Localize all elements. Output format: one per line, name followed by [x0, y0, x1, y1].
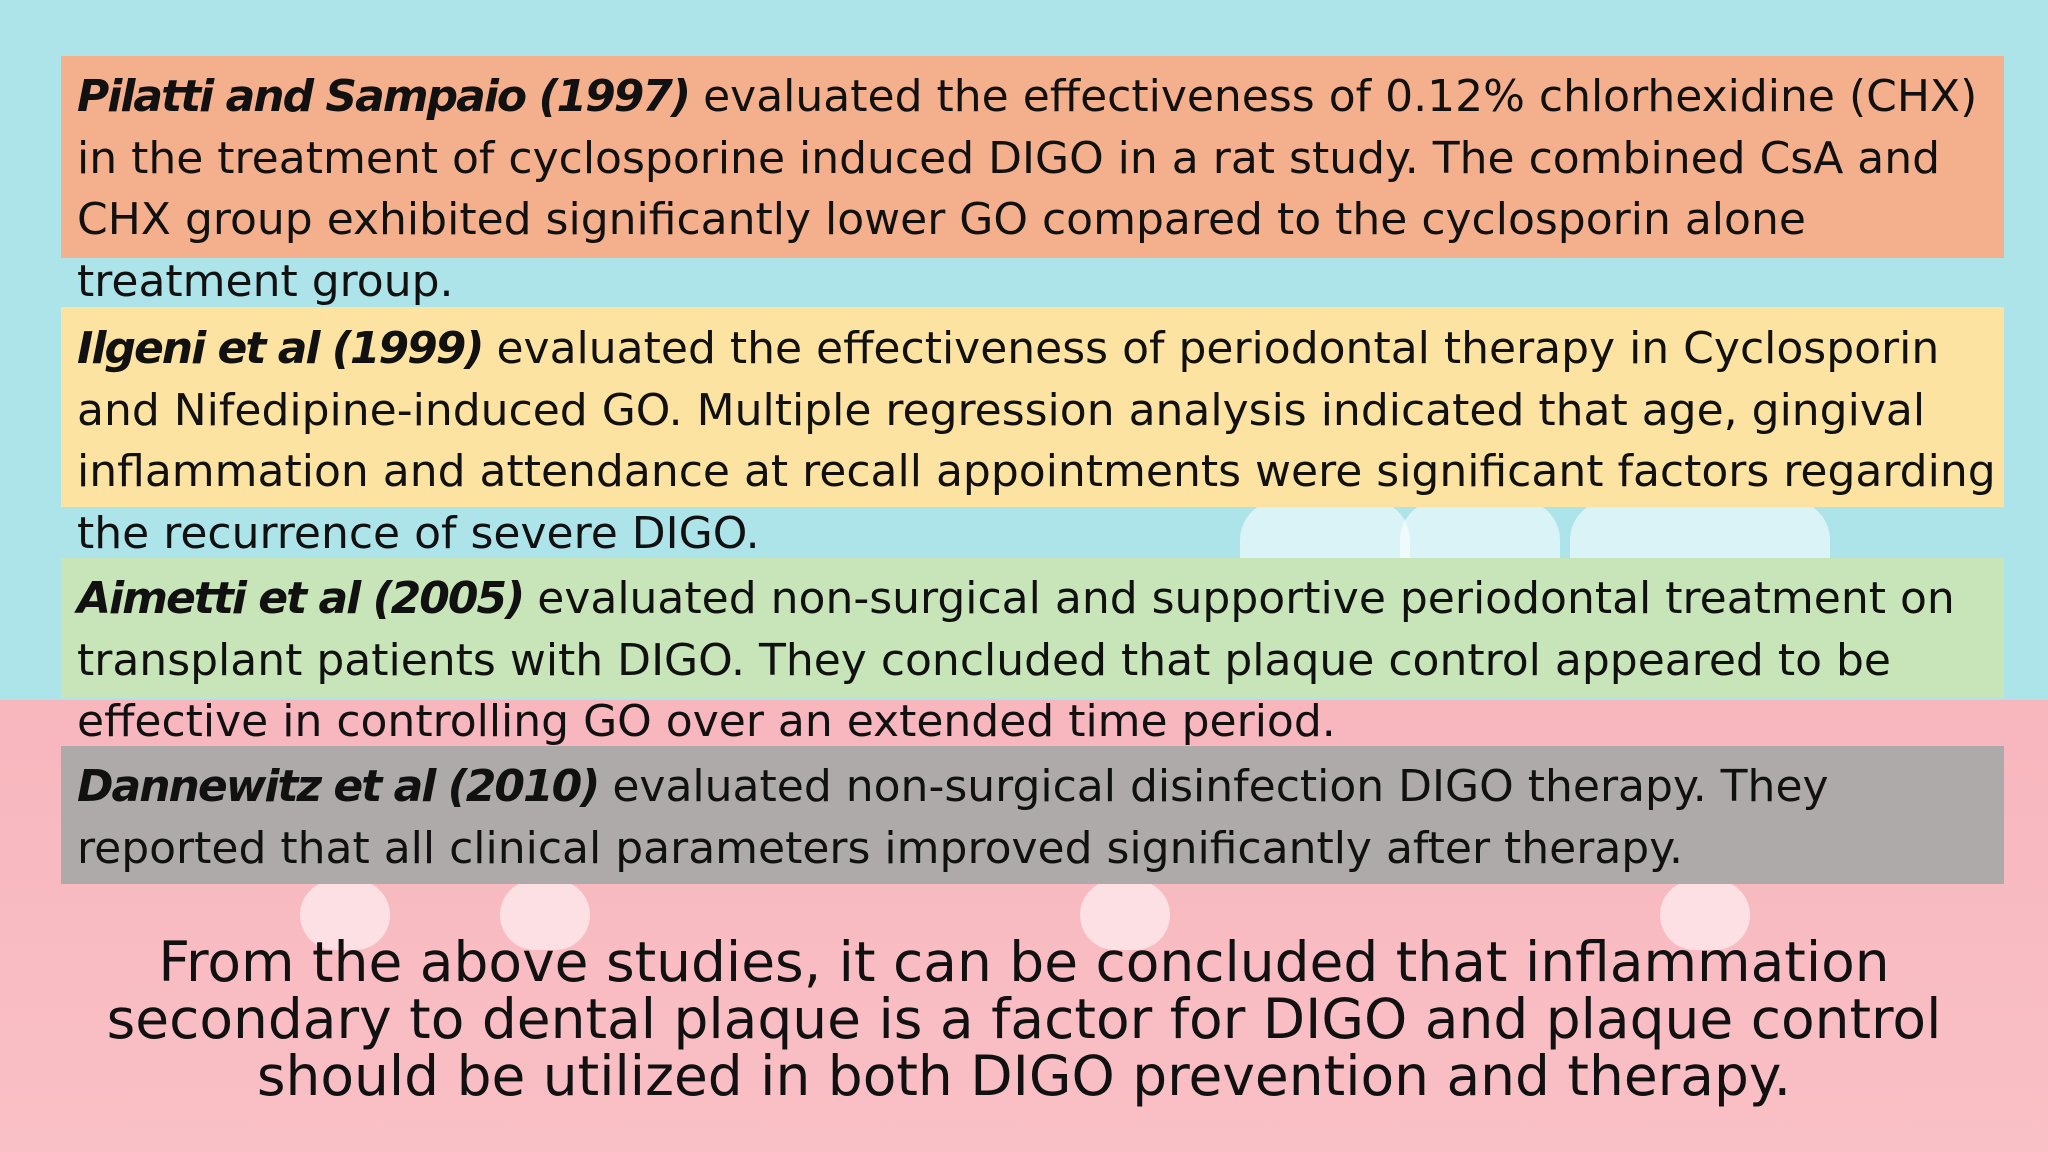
tooth-illustration [300, 880, 390, 950]
study-paragraph-ilgeni: Ilgeni et al (1999) evaluated the effect… [77, 318, 2007, 564]
study-citation: Dannewitz et al (2010) [77, 761, 600, 812]
study-text: evaluated the effectiveness of periodont… [77, 323, 1996, 559]
study-citation: Aimetti et al (2005) [77, 573, 525, 624]
study-citation: Pilatti and Sampaio (1997) [77, 71, 691, 122]
study-band-pilatti [61, 56, 2004, 258]
study-text: evaluated the effectiveness of 0.12% chl… [77, 71, 1978, 307]
study-paragraph-dannewitz: Dannewitz et al (2010) evaluated non-sur… [77, 756, 2007, 879]
study-paragraph-aimetti: Aimetti et al (2005) evaluated non-surgi… [77, 568, 2007, 753]
tooth-illustration [1080, 880, 1170, 950]
tooth-illustration [500, 880, 590, 950]
conclusion-text: From the above studies, it can be conclu… [106, 930, 1942, 1108]
study-band-ilgeni [61, 307, 2004, 507]
study-citation: Ilgeni et al (1999) [77, 323, 484, 374]
study-band-dannewitz [61, 746, 2004, 884]
study-band-aimetti [61, 558, 2004, 698]
tooth-illustration [1660, 880, 1750, 950]
study-text: evaluated non-surgical disinfection DIGO… [77, 761, 1829, 874]
study-text: evaluated non-surgical and supportive pe… [77, 573, 1955, 747]
study-paragraph-pilatti: Pilatti and Sampaio (1997) evaluated the… [77, 66, 2007, 312]
